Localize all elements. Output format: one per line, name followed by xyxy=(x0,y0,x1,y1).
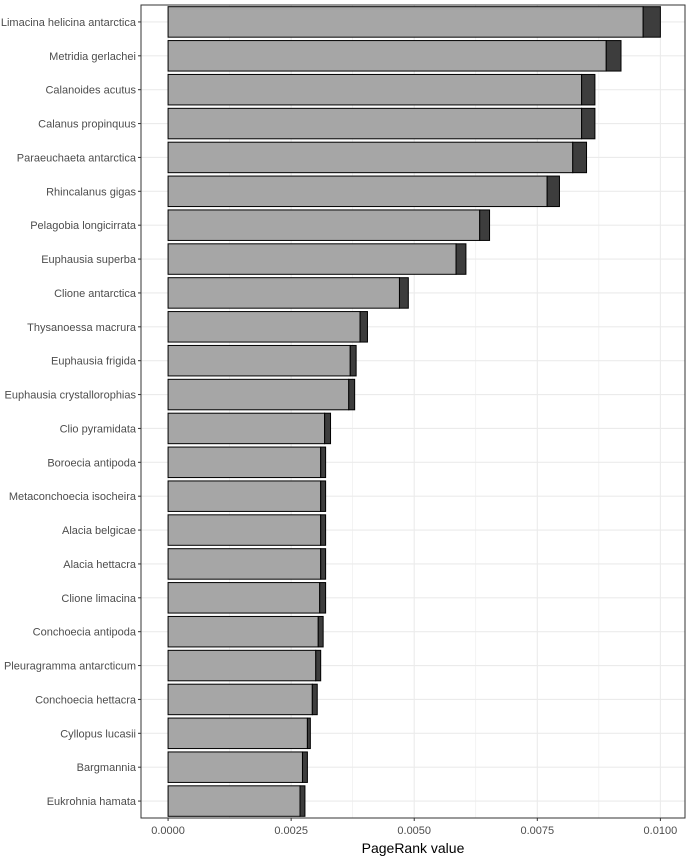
x-axis-title: PageRank value xyxy=(362,840,465,856)
y-tick-label: Limacina helicina antarctica xyxy=(1,17,137,29)
bar-cap xyxy=(319,582,327,614)
bar-cap xyxy=(301,751,308,783)
y-tick-label: Calanus propinquus xyxy=(38,119,136,131)
bar-base xyxy=(167,277,400,309)
y-tick-label: Clione limacina xyxy=(61,593,136,605)
y-tick-label: Boroecia antipoda xyxy=(47,457,137,469)
y-tick-label: Paraeuchaeta antarctica xyxy=(17,152,137,164)
bar-cap xyxy=(642,6,661,38)
bar-base xyxy=(167,6,644,38)
bars xyxy=(167,6,661,817)
bar-cap xyxy=(320,548,327,580)
bar-cap xyxy=(581,73,596,106)
y-tick-label: Metridia gerlachei xyxy=(49,51,136,63)
bar-cap xyxy=(299,785,306,817)
bar-cap xyxy=(311,683,318,716)
bar-cap xyxy=(348,378,356,411)
bar-cap xyxy=(398,277,409,309)
y-tick-label: Alacia belgicae xyxy=(62,525,136,537)
bar-cap xyxy=(359,311,368,343)
x-axis-ticks: 0.0000 0.0025 0.0050 0.0075 0.0100 xyxy=(151,818,677,837)
bar-cap xyxy=(581,107,596,140)
x-tick-label: 0.0050 xyxy=(397,825,431,837)
y-tick-label: Clio pyramidata xyxy=(60,423,137,435)
bar-base xyxy=(167,344,351,377)
bar-base xyxy=(167,615,319,648)
bar-base xyxy=(167,514,322,546)
bar-cap xyxy=(320,480,327,512)
y-tick-label: Clione antarctica xyxy=(54,288,137,300)
y-tick-label: Eukrohnia hamata xyxy=(47,796,137,808)
bar-cap xyxy=(320,514,327,546)
y-tick-label: Pelagobia longicirrata xyxy=(30,220,137,232)
bar-cap xyxy=(572,141,588,174)
bar-base xyxy=(167,649,317,682)
y-tick-label: Calanoides acutus xyxy=(45,85,136,97)
bar-base xyxy=(167,548,322,580)
bar-cap xyxy=(546,175,560,208)
y-tick-label: Cyllopus lucasii xyxy=(60,728,136,740)
bar-base xyxy=(167,480,322,512)
x-tick-label: 0.0100 xyxy=(644,825,678,837)
y-tick-label: Metaconchoecia isocheira xyxy=(9,491,137,503)
bar-base xyxy=(167,412,326,445)
y-tick-label: Pleuragramma antarcticum xyxy=(4,661,136,673)
x-tick-label: 0.0025 xyxy=(274,825,308,837)
y-tick-label: Euphausia crystallorophias xyxy=(5,390,137,402)
panel-border xyxy=(140,4,686,819)
y-tick-label: Alacia hettacra xyxy=(63,559,137,571)
bar-base xyxy=(167,683,313,716)
y-tick-label: Bargmannia xyxy=(77,762,137,774)
panel-background xyxy=(141,5,685,818)
bar-base xyxy=(167,582,321,614)
bar-cap xyxy=(317,615,324,648)
bar-base xyxy=(167,785,301,817)
y-tick-label: Euphausia frigida xyxy=(51,356,137,368)
bar-base xyxy=(167,73,583,106)
bar-base xyxy=(167,141,574,174)
y-tick-label: Thysanoessa macrura xyxy=(27,322,137,334)
bar-base xyxy=(167,717,308,750)
y-tick-label: Conchoecia hettacra xyxy=(35,694,137,706)
bar-base xyxy=(167,446,322,479)
bar-base xyxy=(167,209,481,241)
bar-base xyxy=(167,107,583,140)
y-axis-labels: Limacina helicina antarctica Metridia ger… xyxy=(1,17,141,808)
bar-base xyxy=(167,751,303,783)
x-tick-label: 0.0000 xyxy=(151,825,185,837)
bar-cap xyxy=(349,344,357,377)
bar-base xyxy=(167,378,350,411)
bar-base xyxy=(167,243,457,275)
x-tick-label: 0.0075 xyxy=(520,825,554,837)
y-tick-label: Euphausia superba xyxy=(41,254,137,266)
bar-cap xyxy=(315,649,322,682)
bar-cap xyxy=(306,717,311,750)
bar-cap xyxy=(479,209,491,241)
bar-base xyxy=(167,40,607,72)
y-tick-label: Rhincalanus gigas xyxy=(46,186,136,198)
bar-base xyxy=(167,311,361,343)
y-tick-label: Conchoecia antipoda xyxy=(33,627,137,639)
bar-cap xyxy=(605,40,622,72)
bar-base xyxy=(167,175,548,208)
bar-cap xyxy=(324,412,332,445)
bar-cap xyxy=(320,446,327,479)
bar-cap xyxy=(455,243,467,275)
